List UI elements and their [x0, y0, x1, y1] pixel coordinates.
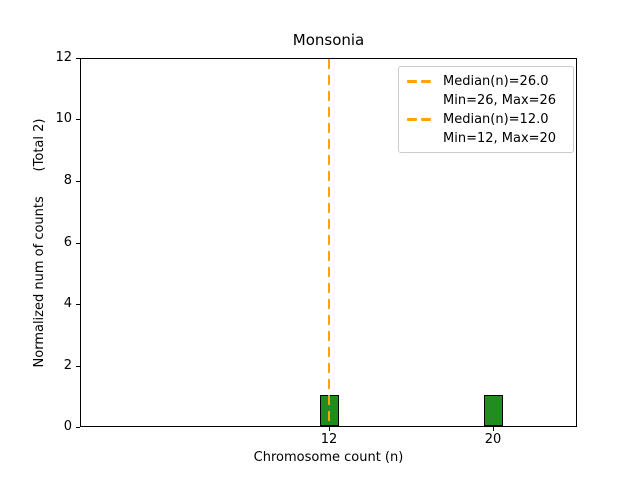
y-tick-label: 0 [63, 419, 72, 434]
bar [484, 395, 503, 426]
y-tick-mark [76, 181, 80, 182]
x-tick-label: 12 [320, 432, 338, 447]
x-axis-label: Chromosome count (n) [253, 450, 404, 465]
x-tick-mark [493, 427, 494, 431]
legend-row: Min=12, Max=20 [407, 129, 565, 148]
y-tick-label: 12 [55, 50, 72, 65]
legend-dash-segment [407, 118, 417, 121]
legend-dash-segment [407, 80, 417, 83]
y-tick-label: 8 [63, 173, 72, 188]
legend-label: Min=12, Max=20 [443, 131, 557, 146]
legend-label: Median(n)=12.0 [443, 112, 549, 127]
legend-row: Min=26, Max=26 [407, 91, 565, 110]
y-axis-label: Normalized num of counts (Total 2) [32, 118, 47, 368]
x-tick-mark [329, 427, 330, 431]
dashed-line-icon [407, 118, 435, 121]
y-tick-mark [76, 58, 80, 59]
y-tick-label: 4 [63, 296, 72, 311]
legend: Median(n)=26.0 Min=26, Max=26 Median(n)=12… [398, 66, 574, 153]
chart-title: Monsonia [292, 31, 365, 49]
legend-label: Min=26, Max=26 [443, 93, 557, 108]
y-tick-mark [76, 243, 80, 244]
y-tick-mark [76, 304, 80, 305]
x-tick-label: 20 [484, 432, 502, 447]
legend-dash-segment [421, 80, 431, 83]
y-tick-mark [76, 366, 80, 367]
y-tick-label: 2 [63, 358, 72, 373]
legend-dash-segment [421, 118, 431, 121]
y-tick-label: 10 [55, 111, 72, 126]
legend-label: Median(n)=26.0 [443, 74, 549, 89]
y-tick-mark [76, 119, 80, 120]
legend-row: Median(n)=26.0 [407, 72, 565, 91]
dashed-line-icon [407, 80, 435, 83]
y-tick-mark [76, 427, 80, 428]
y-tick-label: 6 [63, 235, 72, 250]
plot-area: Median(n)=26.0 Min=26, Max=26 Median(n)=12… [80, 58, 577, 427]
legend-row: Median(n)=12.0 [407, 110, 565, 129]
median-dashed-line [328, 59, 330, 426]
